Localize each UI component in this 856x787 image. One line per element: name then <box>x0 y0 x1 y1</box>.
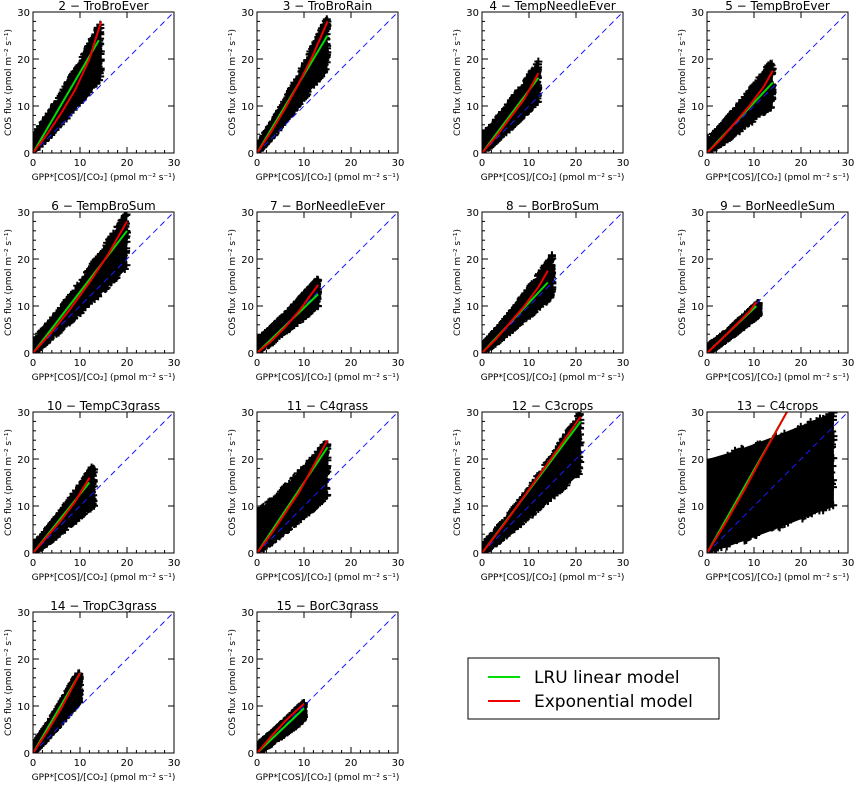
x-tick-label: 20 <box>345 158 358 169</box>
x-tick-label: 10 <box>74 158 87 169</box>
y-tick-label: 20 <box>17 55 30 66</box>
panel: 00 10 10 20 20 30 30 2 − TroBroEver GPP*[COS]/[C… <box>4 0 180 183</box>
axes-frame <box>32 11 175 154</box>
one-to-one-line <box>257 12 398 153</box>
plot-area <box>257 12 398 153</box>
x-tick-label: 0 <box>254 158 260 169</box>
scatter-points <box>707 59 777 153</box>
scatter-points <box>257 15 332 153</box>
panel: 00 10 10 20 20 30 30 4 − TempNeedleEver GPP*[COS… <box>453 0 629 183</box>
exponential-fit-line <box>482 72 540 153</box>
x-tick-label: 20 <box>121 158 134 169</box>
x-axis-label: GPP*[COS]/[CO₂] (pmol m⁻² s⁻¹) <box>32 173 176 183</box>
plot-area <box>33 12 174 153</box>
x-axis-label: GPP*[COS]/[CO₂] (pmol m⁻² s⁻¹) <box>481 173 625 183</box>
y-axis-label: COS flux (pmol m⁻² s⁻¹) <box>4 29 14 136</box>
scatter-points <box>33 20 105 153</box>
axes-frame <box>481 11 624 154</box>
y-tick-label: 20 <box>466 55 479 66</box>
x-tick-label: 10 <box>523 158 536 169</box>
x-tick-label: 30 <box>617 158 630 169</box>
x-tick-label: 20 <box>570 158 583 169</box>
y-tick-label: 0 <box>473 149 479 160</box>
scatter-cloud <box>257 16 328 153</box>
y-tick-label: 10 <box>466 102 479 113</box>
y-tick-label: 10 <box>241 102 254 113</box>
y-tick-label: 10 <box>17 102 30 113</box>
scatter-points <box>482 57 543 153</box>
y-tick-label: 30 <box>466 8 479 19</box>
y-tick-label: 30 <box>17 8 30 19</box>
x-tick-label: 0 <box>479 158 485 169</box>
plot-area <box>707 12 848 153</box>
scatter-cloud <box>482 61 539 153</box>
y-tick-label: 20 <box>241 55 254 66</box>
panel-title: 4 − TempNeedleEver <box>489 0 615 13</box>
x-tick-label: 30 <box>168 158 181 169</box>
y-tick-label: 0 <box>248 149 254 160</box>
scatter-cloud <box>33 21 102 153</box>
panel: 00 10 10 20 20 30 30 3 − TroBroRain GPP*[COS]/[C… <box>228 0 404 183</box>
panel-title: 2 − TroBroEver <box>58 0 148 13</box>
linear-fit-line <box>33 39 100 153</box>
exponential-fit-line <box>257 21 329 153</box>
y-axis-label: COS flux (pmol m⁻² s⁻¹) <box>453 29 463 136</box>
axes-frame <box>256 11 399 154</box>
y-tick-label: 0 <box>24 149 30 160</box>
one-to-one-line <box>482 12 623 153</box>
x-tick-label: 30 <box>392 158 405 169</box>
one-to-one-line <box>33 12 174 153</box>
x-axis-label: GPP*[COS]/[CO₂] (pmol m⁻² s⁻¹) <box>256 173 400 183</box>
y-axis-label: COS flux (pmol m⁻² s⁻¹) <box>228 29 238 136</box>
plot-area <box>482 12 623 153</box>
exponential-fit-line <box>33 21 103 153</box>
panel-title: 3 − TroBroRain <box>283 0 373 13</box>
x-tick-label: 0 <box>30 158 36 169</box>
y-tick-label: 30 <box>241 8 254 19</box>
x-tick-label: 10 <box>298 158 311 169</box>
